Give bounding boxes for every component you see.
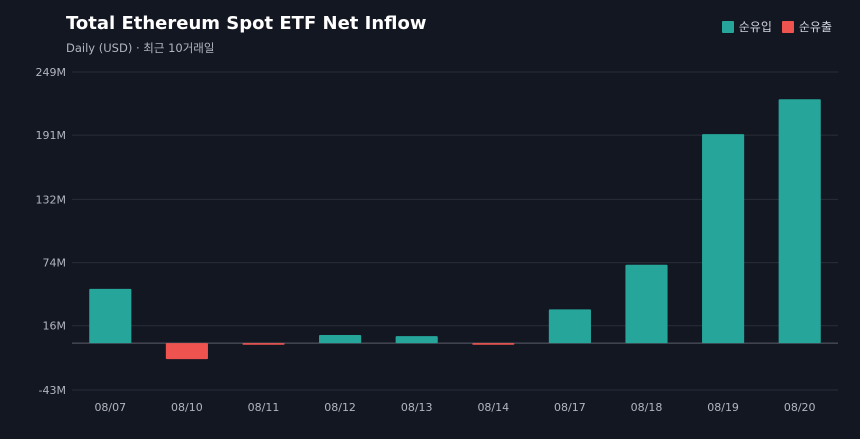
y-tick-label: 16M <box>43 320 67 333</box>
chart-subtitle: Daily (USD) · 최근 10거래일 <box>66 41 215 55</box>
x-tick-label: 08/18 <box>631 401 663 414</box>
bar <box>395 336 438 344</box>
bar <box>89 288 132 344</box>
legend: 순유입 순유출 <box>721 18 832 35</box>
bar <box>242 343 285 345</box>
x-tick-label: 08/13 <box>401 401 433 414</box>
x-tick-label: 08/11 <box>248 401 280 414</box>
bar <box>702 134 745 344</box>
legend-label-inflow: 순유입 <box>738 20 772 34</box>
legend-swatch-outflow <box>781 20 794 33</box>
y-tick-label: 74M <box>43 257 67 270</box>
y-tick-label: 132M <box>36 193 67 206</box>
bar <box>778 99 821 344</box>
legend-item-outflow[interactable]: 순유출 <box>781 18 832 35</box>
y-tick-label: -43M <box>39 384 66 397</box>
bar <box>472 343 515 345</box>
x-tick-label: 08/12 <box>324 401 356 414</box>
x-tick-label: 08/14 <box>477 401 509 414</box>
x-tick-label: 08/20 <box>784 401 816 414</box>
x-tick-label: 08/17 <box>554 401 586 414</box>
bar <box>165 343 208 360</box>
x-tick-label: 08/19 <box>707 401 739 414</box>
bar <box>319 335 362 344</box>
legend-label-outflow: 순유출 <box>798 20 832 34</box>
legend-swatch-inflow <box>721 20 734 33</box>
legend-item-inflow[interactable]: 순유입 <box>721 18 772 35</box>
bar <box>548 309 591 344</box>
chart-title: Total Ethereum Spot ETF Net Inflow <box>66 13 427 34</box>
bar <box>625 264 668 344</box>
y-tick-label: 191M <box>36 129 67 142</box>
y-tick-label: 249M <box>36 66 67 79</box>
x-tick-label: 08/07 <box>94 401 126 414</box>
x-tick-label: 08/10 <box>171 401 203 414</box>
